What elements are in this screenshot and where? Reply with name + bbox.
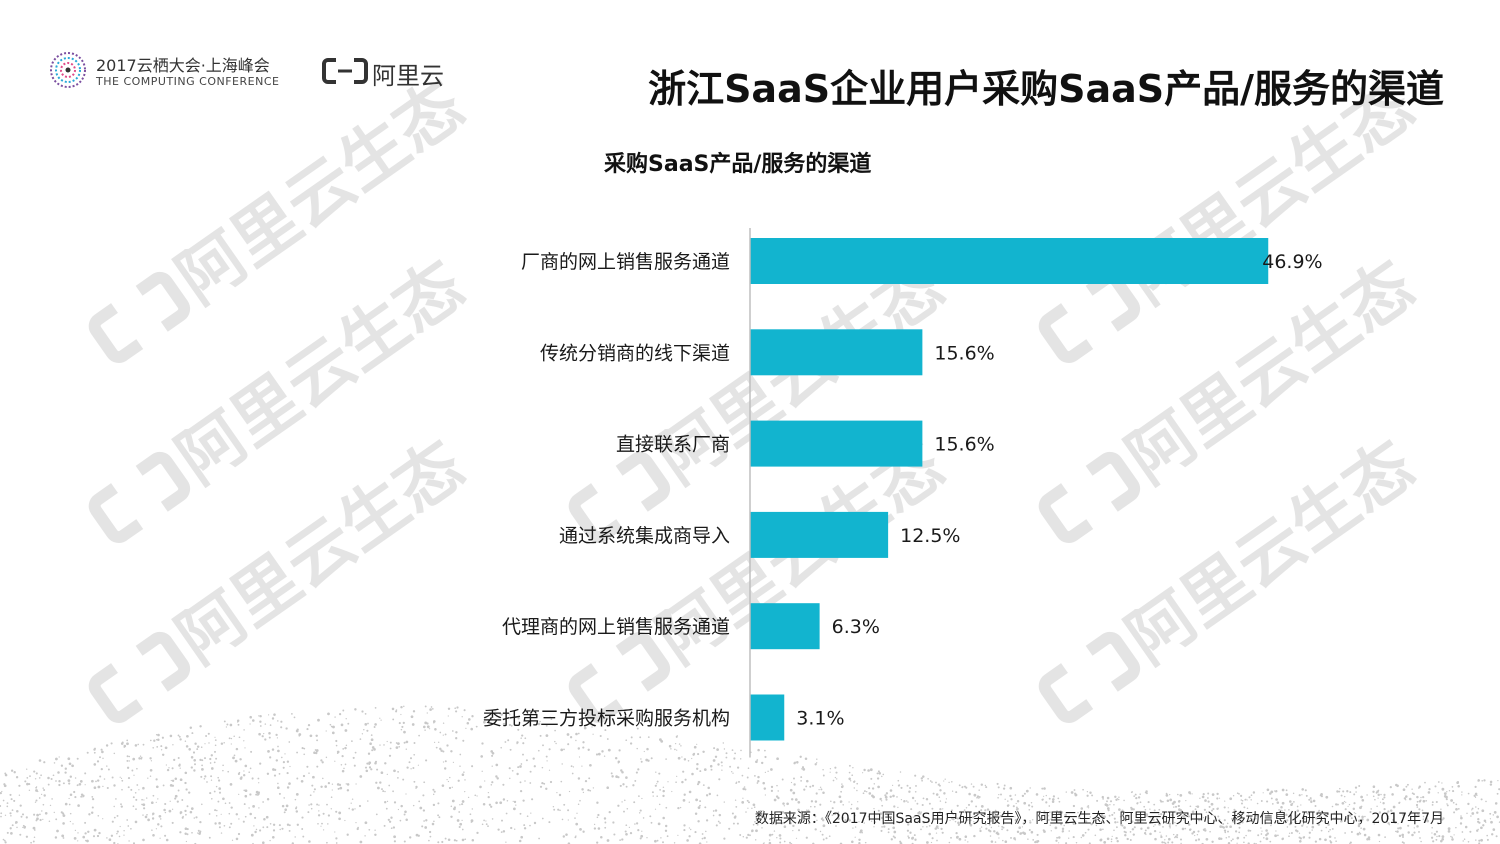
bar-3: [750, 420, 923, 467]
data-label-1: 46.9%: [1262, 251, 1322, 273]
category-label-1: 厂商的网上销售服务通道: [521, 251, 730, 273]
bar-2: [750, 329, 923, 376]
bar-1: [750, 238, 1269, 284]
bar-6: [750, 694, 785, 741]
category-label-6: 委托第三方投标采购服务机构: [483, 708, 730, 730]
data-label-6: 3.1%: [796, 708, 844, 730]
data-source-note: 数据来源：《2017中国SaaS用户研究报告》，阿里云生态、阿里云研究中心、移动…: [754, 811, 1444, 827]
bar-4: [750, 511, 889, 558]
aliyun-brand-text: 阿里云: [372, 62, 444, 90]
data-label-3: 15.6%: [934, 434, 994, 456]
category-label-4: 通过系统集成商导入: [559, 525, 730, 547]
bar-5: [750, 603, 820, 650]
conference-subtitle: THE COMPUTING CONFERENCE: [96, 75, 280, 88]
data-label-5: 6.3%: [832, 616, 880, 638]
conference-title: 2017云栖大会·上海峰会: [96, 56, 270, 75]
data-label-4: 12.5%: [900, 525, 960, 547]
category-label-5: 代理商的网上销售服务通道: [502, 616, 730, 638]
aliyun-bracket-icon: [322, 58, 368, 84]
page-title: 浙江SaaS企业用户采购SaaS产品/服务的渠道: [648, 67, 1444, 111]
category-label-3: 直接联系厂商: [616, 434, 730, 456]
category-label-2: 传统分销商的线下渠道: [540, 342, 730, 364]
aliyun-logo: 阿里云: [322, 56, 462, 90]
data-label-2: 15.6%: [934, 342, 994, 364]
header-logos: 2017云栖大会·上海峰会 THE COMPUTING CONFERENCE 阿…: [48, 48, 468, 92]
chart-title: 采购SaaS产品/服务的渠道: [604, 152, 872, 177]
conference-logo-icon: [50, 52, 86, 88]
